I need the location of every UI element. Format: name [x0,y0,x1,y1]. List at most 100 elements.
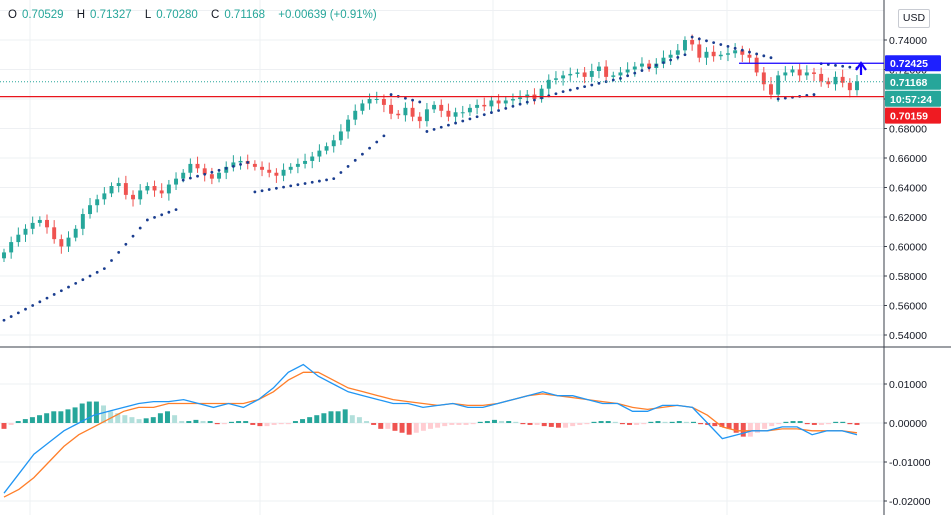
psar-dot [253,190,257,194]
psar-dot [117,251,121,254]
psar-dot [88,274,92,278]
psar-dot [153,215,156,219]
candle-body [510,99,515,101]
change-value: +0.00639 (+0.91%) [278,9,377,21]
high-label: H [76,9,86,21]
high-value: 0.71327 [90,9,132,21]
macd-histogram-bar [292,421,298,423]
psar-dot [511,104,515,108]
candle-body [668,54,673,58]
macd-histogram-bar [591,421,597,423]
psar-dot [482,113,486,117]
macd-histogram-bar [598,421,604,423]
candle-body [109,186,114,194]
macd-histogram-bar [300,419,306,423]
candle-body [195,163,200,169]
candle-body [783,72,788,76]
psar-dot [733,46,737,50]
candle-body [589,70,594,77]
macd-histogram-bar [236,421,242,423]
macd-histogram-bar [257,423,263,427]
candle-body [310,156,315,161]
psar-dot [274,186,278,190]
psar-dot [611,78,615,82]
last-price-label-text: 0.71168 [890,77,928,89]
psar-dot [368,146,371,150]
macd-histogram-bar [733,423,739,433]
candle-body [346,119,351,132]
resistance-price-label-bg [885,55,941,72]
candle-body [840,76,845,83]
candle-body [847,82,852,91]
psar-dot [447,123,450,127]
support-price-label-text: 0.70159 [890,111,928,123]
up-arrow-icon [855,61,867,71]
macd-histogram-bar [790,421,796,423]
macd-signal-line [3,371,858,498]
candle-body [718,54,723,57]
macd-histogram-bar [754,423,760,433]
candle-body [166,184,171,194]
macd-histogram-bar [548,423,554,427]
candle-body [16,234,21,243]
candle-body [460,112,465,114]
macd-histogram-bar [854,423,860,425]
candle-body [88,205,92,215]
candle-body [568,73,573,76]
candle-body [2,252,6,259]
macd-histogram-bar [449,423,455,425]
psar-dot [418,100,422,104]
candle-body [761,72,766,85]
macd-line [3,363,858,494]
macd-histogram-bar [349,415,355,423]
psar-dot [662,61,665,65]
psar-dot [561,90,565,94]
psar-dot [174,208,178,212]
candle-body [303,160,308,164]
support-price-label: 0.70159 [885,107,941,124]
psar-dot [475,115,479,119]
psar-dot [769,56,773,60]
psar-dot [411,98,414,102]
candle-body [833,76,838,85]
price-tick-label: 0.74000 [889,35,927,47]
ohlc-legend: O 0.70529 H 0.71327 L 0.70280 C 0.71168 +0.0… [8,9,382,21]
price-tick-label: 0.56000 [889,301,927,313]
macd-histogram-bar [491,419,497,423]
psar-dot [783,96,787,100]
psar-dot [554,92,558,96]
candle-body [489,100,494,107]
psar-dot [375,140,379,144]
candle-body [453,112,458,117]
macd-histogram-bar [584,423,590,425]
macd-histogram-bar [58,411,64,423]
psar-dot [762,54,766,58]
macd-histogram-bar [612,421,618,423]
psar-dot [834,63,837,67]
psar-dot [9,315,13,318]
candle-body [410,107,415,117]
psar-dot [525,100,529,104]
candle-body [632,66,637,70]
candle-body [733,50,738,54]
psar-dot [404,96,407,100]
psar-dot [647,66,651,70]
candle-body [711,51,716,57]
psar-dot [697,37,701,41]
psar-dot [24,307,27,311]
candle-body [582,72,587,77]
candle-body [252,163,257,167]
macd-histogram-bar [769,423,775,427]
candle-body [804,72,809,76]
psar-dot [131,234,135,238]
macd-tick-label: 0.01000 [889,379,927,391]
macd-histogram-bar [93,401,99,423]
macd-histogram-bar [435,423,441,428]
candle-body [102,193,107,200]
macd-histogram-bar [555,423,561,428]
currency-button[interactable]: USD [898,9,930,28]
candle-body [432,104,437,110]
open-label: O [8,9,17,21]
macd-histogram-bar [364,421,370,423]
